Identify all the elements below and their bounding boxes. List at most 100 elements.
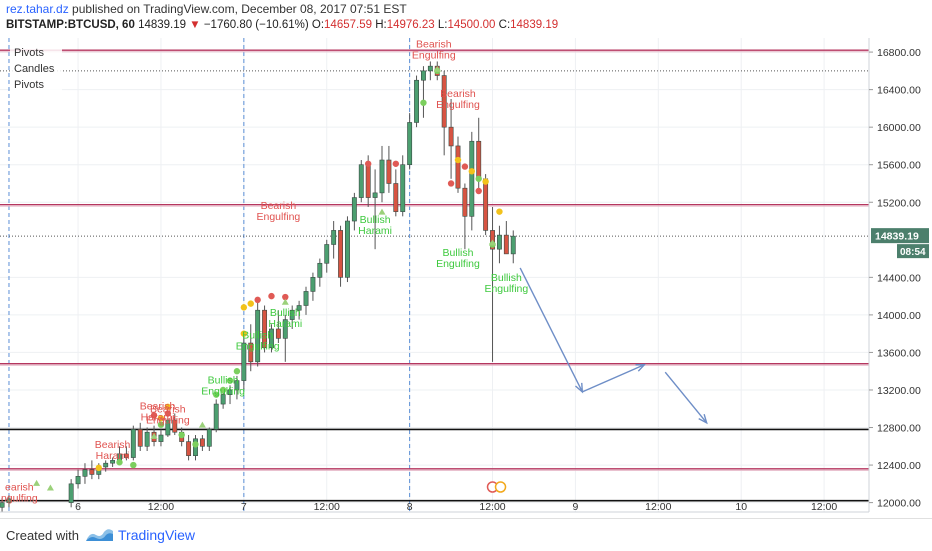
indicator-legend-bg <box>10 45 62 59</box>
candle-body <box>6 498 12 503</box>
indicator-legend-item: Pivots <box>14 79 44 91</box>
pattern-label: Engulfing <box>412 49 456 61</box>
indicator-legend-bg <box>10 61 62 75</box>
chart-header: rez.tahar.dz published on TradingView.co… <box>0 0 932 38</box>
indicator-legend-item: Pivots <box>14 47 44 59</box>
candle-body <box>303 291 309 306</box>
pivot-dot <box>461 163 469 170</box>
candle-body <box>503 234 509 255</box>
y-axis-panel <box>869 38 932 512</box>
pattern-label: Bearish <box>150 404 186 416</box>
event-flag-icon <box>494 481 507 493</box>
pivot-triangle <box>150 432 158 439</box>
candle-body <box>393 183 399 212</box>
symbol-name[interactable]: BITSTAMP:BTCUSD, 60 <box>6 19 135 31</box>
scenario-arrow-line <box>582 363 645 393</box>
pivot-dot <box>475 187 482 195</box>
pivot-dot <box>233 368 241 375</box>
y-tick-label: 16800.00 <box>877 47 921 59</box>
candle-body <box>262 309 268 349</box>
candle-body <box>68 483 74 503</box>
indicator-legend-bg <box>10 77 62 91</box>
last-price: 14839.19 <box>138 19 187 31</box>
candle-body <box>255 309 261 363</box>
pattern-label: Engulfing <box>484 283 528 295</box>
scenario-arrowhead <box>698 413 708 425</box>
scenario-arrow-line <box>664 371 708 424</box>
x-tick-label: 7 <box>241 501 247 513</box>
pivot-dot <box>178 431 185 439</box>
pivot-dot <box>282 293 289 301</box>
tradingview-brand[interactable]: TradingView <box>118 527 196 543</box>
candle-body <box>379 159 385 194</box>
pivot-triangle <box>489 239 497 246</box>
x-tick-label: 12:00 <box>479 501 505 513</box>
candle-body <box>317 262 323 278</box>
candle-body <box>123 453 129 458</box>
candle-body <box>199 438 205 447</box>
y-tick-label: 12400.00 <box>877 460 921 472</box>
pivot-triangle <box>46 484 54 491</box>
y-tick-label: 12000.00 <box>877 498 921 510</box>
x-tick-label: 9 <box>572 501 578 513</box>
y-tick-label: 16400.00 <box>877 85 921 97</box>
pattern-label: ngulfing <box>1 492 38 504</box>
pivot-dot <box>164 403 172 411</box>
price-tag-value: 14839.19 <box>875 231 919 243</box>
candle-body <box>365 164 371 198</box>
candle-body <box>241 342 247 381</box>
countdown-box <box>897 244 929 259</box>
pivot-dot <box>364 160 372 167</box>
pattern-label: Bullish <box>443 247 474 259</box>
pattern-label: Bullish <box>242 329 273 341</box>
candle-body <box>220 394 226 405</box>
price-chart[interactable]: BearishEngulfingBearishEngulfingBearishE… <box>0 0 932 518</box>
candle-body <box>414 79 419 123</box>
scenario-arrow-line <box>519 267 583 393</box>
pattern-label: Engulfing <box>146 415 190 427</box>
open-value: 14657.59 <box>324 19 372 31</box>
x-tick-label: 10 <box>735 501 747 513</box>
pivot-dot <box>475 175 482 182</box>
candle-body <box>372 192 378 198</box>
pivot-dot <box>226 377 234 384</box>
y-tick-label: 13600.00 <box>877 347 921 359</box>
candle-body <box>441 75 447 128</box>
pivot-triangle <box>378 208 386 215</box>
close-value: 14839.19 <box>510 19 559 31</box>
change-arrow: ▼ <box>189 19 201 31</box>
pivot-dot <box>213 391 220 398</box>
candle-body <box>0 502 5 508</box>
candle-body <box>110 460 116 464</box>
candle-body <box>448 126 454 147</box>
pattern-label: Bearish <box>140 401 176 413</box>
indicator-legend-item: Candles <box>14 63 55 75</box>
scenario-arrowhead <box>635 363 647 372</box>
publish-text: published on TradingView.com, December 0… <box>72 2 407 16</box>
change-value: −1760.80 (−10.61%) <box>203 19 309 31</box>
pivot-dot <box>420 99 427 106</box>
candle-body <box>496 234 502 250</box>
pivot-dot <box>95 464 102 472</box>
countdown-value: 08:54 <box>900 247 926 258</box>
pivot-dot <box>254 296 261 304</box>
y-tick-label: 13200.00 <box>877 385 921 397</box>
candle-body <box>137 429 143 447</box>
candle-body <box>165 419 171 436</box>
author-link[interactable]: rez.tahar.dz <box>6 2 69 16</box>
candle-body <box>275 328 281 339</box>
high-value: 14976.23 <box>386 19 435 31</box>
pivot-dot <box>116 459 123 466</box>
pivot-dot <box>192 441 199 448</box>
candle-body <box>130 429 136 458</box>
pivot-triangle <box>198 421 206 428</box>
pivot-triangle <box>281 298 289 305</box>
y-tick-label: 14400.00 <box>877 272 921 284</box>
x-tick-label: 6 <box>75 501 81 513</box>
pivot-dot <box>496 208 503 215</box>
pivot-dot <box>447 180 455 187</box>
pattern-label: Engulfing <box>436 99 480 111</box>
pattern-label: Engulfing <box>201 385 245 397</box>
pivot-triangle <box>33 479 41 486</box>
price-tag-box <box>871 228 929 244</box>
